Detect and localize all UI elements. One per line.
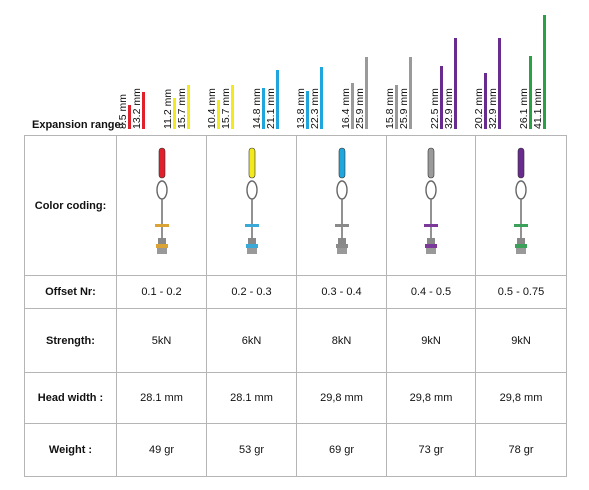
- cam-image-cell: [296, 135, 387, 276]
- expansion-max-bar: [320, 67, 323, 129]
- expansion-min-bar: [395, 85, 398, 129]
- expansion-min-bar: [172, 97, 176, 129]
- row-label-head-width: Head width :: [24, 372, 117, 424]
- row-label-strength: Strength:: [24, 308, 117, 373]
- cam-image: [424, 147, 438, 254]
- head-width-value: 29,8 mm: [386, 372, 476, 424]
- head-width-value: 28.1 mm: [206, 372, 297, 424]
- weight-value: 49 gr: [116, 423, 207, 477]
- weight-value: 78 gr: [475, 423, 567, 477]
- strength-value: 9kN: [386, 308, 476, 373]
- strength-value: 6kN: [206, 308, 297, 373]
- expansion-max-bar: [498, 37, 501, 129]
- cam-image: [154, 147, 169, 254]
- expansion-min-bar: [261, 87, 265, 129]
- head-width-value: 28.1 mm: [116, 372, 207, 424]
- expansion-min-bar: [350, 83, 354, 129]
- row-weight: Weight : 49 gr 53 gr 69 gr 73 gr 78 gr: [24, 423, 567, 477]
- cam-image: [514, 147, 528, 254]
- expansion-max-bar: [364, 56, 368, 129]
- row-strength: Strength: 5kN 6kN 8kN 9kN 9kN: [24, 308, 567, 373]
- head-width-value: 29,8 mm: [296, 372, 387, 424]
- expansion-max-bar: [142, 92, 145, 129]
- cam-image-cell: [206, 135, 297, 276]
- weight-value: 73 gr: [386, 423, 476, 477]
- expansion-max-bar: [542, 14, 546, 129]
- row-head-width: Head width : 28.1 mm 28.1 mm 29,8 mm 29,…: [24, 372, 567, 424]
- weight-value: 53 gr: [206, 423, 297, 477]
- expansion-min-bar: [306, 90, 309, 129]
- cam-image: [334, 147, 349, 254]
- offset-value: 0.2 - 0.3: [206, 275, 297, 309]
- expansion-max-bar: [409, 56, 412, 129]
- cam-image: [244, 147, 259, 254]
- strength-value: 9kN: [475, 308, 567, 373]
- row-color-coding: Color coding:: [24, 135, 567, 276]
- expansion-max-bar: [231, 85, 234, 129]
- offset-value: 0.4 - 0.5: [386, 275, 476, 309]
- offset-value: 0.3 - 0.4: [296, 275, 387, 309]
- expansion-min-bar: [528, 56, 532, 129]
- cam-image-cell: [116, 135, 207, 276]
- spec-table: Color coding: Offset Nr: 0.1 - 0.2 0.2 -…: [24, 135, 567, 477]
- row-offset: Offset Nr: 0.1 - 0.2 0.2 - 0.3 0.3 - 0.4…: [24, 275, 567, 309]
- row-label-offset: Offset Nr:: [24, 275, 117, 309]
- expansion-min-bar: [439, 66, 443, 129]
- head-width-value: 29,8 mm: [475, 372, 567, 424]
- strength-value: 8kN: [296, 308, 387, 373]
- row-label-color: Color coding:: [24, 135, 117, 276]
- cam-image-cell: [386, 135, 476, 276]
- offset-value: 0.5 - 0.75: [475, 275, 567, 309]
- expansion-max-bar: [275, 70, 279, 129]
- expansion-min-bar: [217, 100, 220, 129]
- expansion-max-bar: [186, 85, 190, 129]
- cam-image-cell: [475, 135, 567, 276]
- expansion-range-label: Expansion range:: [32, 119, 125, 131]
- row-label-weight: Weight :: [24, 423, 117, 477]
- expansion-min-bar: [128, 105, 131, 129]
- offset-value: 0.1 - 0.2: [116, 275, 207, 309]
- expansion-max-bar: [453, 37, 457, 129]
- weight-value: 69 gr: [296, 423, 387, 477]
- strength-value: 5kN: [116, 308, 207, 373]
- expansion-min-bar: [484, 72, 487, 129]
